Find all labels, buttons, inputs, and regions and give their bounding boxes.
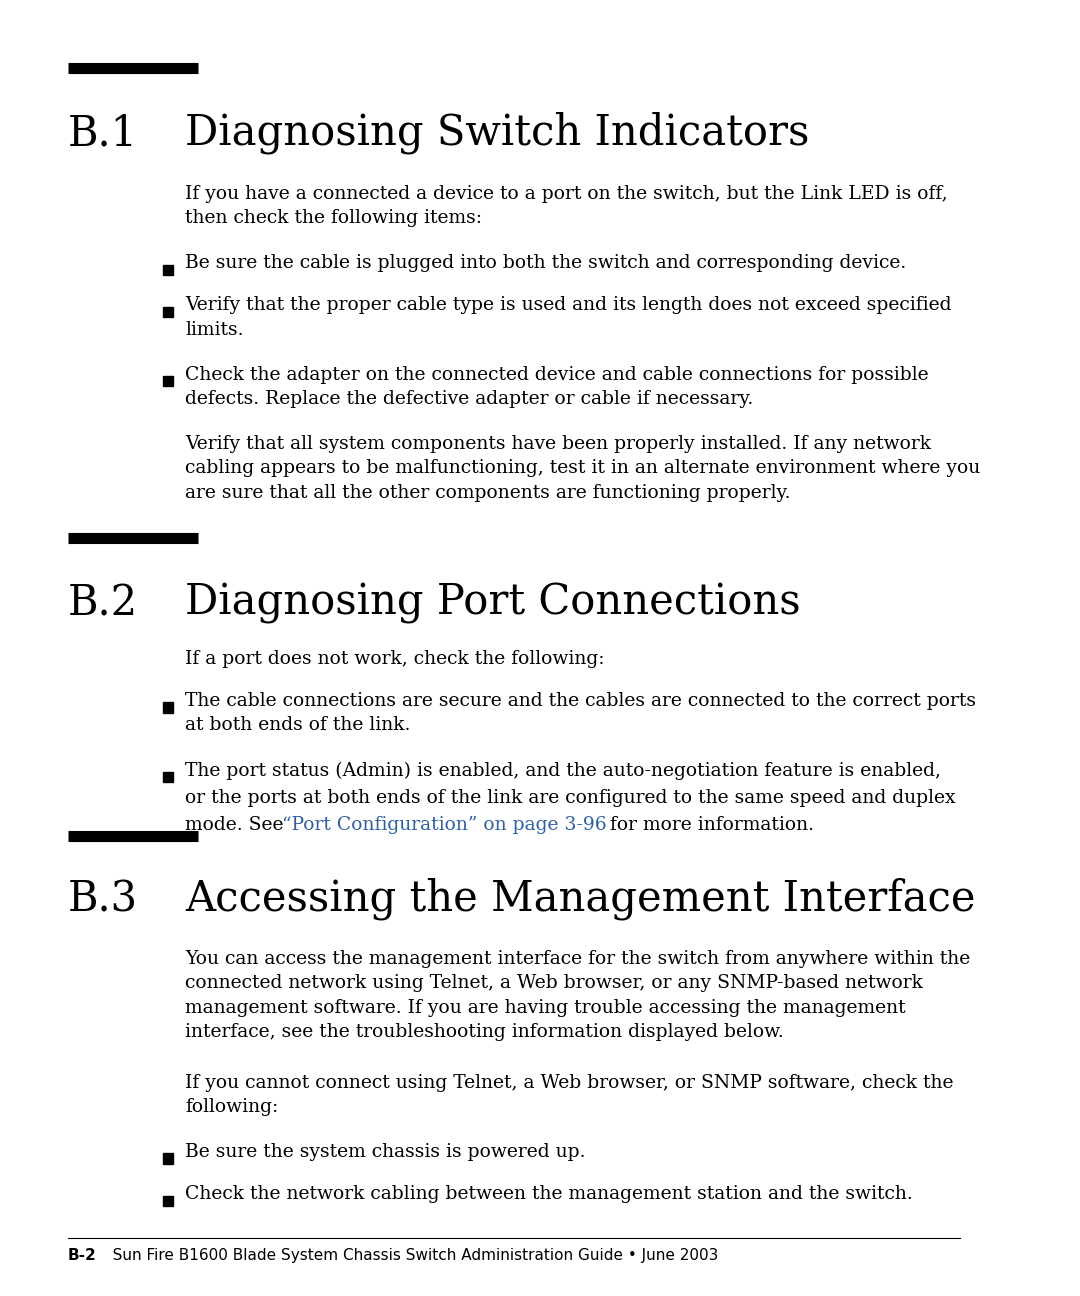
Text: If a port does not work, check the following:: If a port does not work, check the follo…: [185, 651, 605, 667]
Text: for more information.: for more information.: [604, 816, 814, 833]
Text: If you have a connected a device to a port on the switch, but the Link LED is of: If you have a connected a device to a po…: [185, 185, 947, 227]
Bar: [163, 772, 173, 781]
Text: Accessing the Management Interface: Accessing the Management Interface: [185, 877, 975, 920]
Text: Sun Fire B1600 Blade System Chassis Switch Administration Guide • June 2003: Sun Fire B1600 Blade System Chassis Swit…: [98, 1248, 718, 1264]
Text: B.1: B.1: [68, 111, 138, 154]
Text: B-2: B-2: [68, 1248, 97, 1264]
Text: Be sure the system chassis is powered up.: Be sure the system chassis is powered up…: [185, 1143, 585, 1161]
Text: Check the network cabling between the management station and the switch.: Check the network cabling between the ma…: [185, 1185, 913, 1203]
Text: Diagnosing Switch Indicators: Diagnosing Switch Indicators: [185, 111, 809, 154]
Text: Be sure the cable is plugged into both the switch and corresponding device.: Be sure the cable is plugged into both t…: [185, 254, 906, 272]
Text: If you cannot connect using Telnet, a Web browser, or SNMP software, check the
f: If you cannot connect using Telnet, a We…: [185, 1073, 954, 1116]
Text: B.2: B.2: [68, 582, 138, 623]
Bar: [163, 702, 173, 713]
Text: Check the adapter on the connected device and cable connections for possible
def: Check the adapter on the connected devic…: [185, 365, 929, 408]
Text: B.3: B.3: [68, 877, 138, 920]
Text: Diagnosing Port Connections: Diagnosing Port Connections: [185, 582, 800, 623]
Text: Verify that the proper cable type is used and its length does not exceed specifi: Verify that the proper cable type is use…: [185, 297, 951, 338]
Text: The port status (Admin) is enabled, and the auto-negotiation feature is enabled,: The port status (Admin) is enabled, and …: [185, 762, 941, 780]
Text: The cable connections are secure and the cables are connected to the correct por: The cable connections are secure and the…: [185, 692, 976, 735]
Bar: [163, 1153, 173, 1164]
Text: “Port Configuration” on page 3-96: “Port Configuration” on page 3-96: [283, 816, 607, 833]
Text: mode. See: mode. See: [185, 816, 289, 833]
Bar: [163, 376, 173, 386]
Bar: [163, 264, 173, 275]
Bar: [163, 1195, 173, 1205]
Text: or the ports at both ends of the link are configured to the same speed and duple: or the ports at both ends of the link ar…: [185, 789, 956, 806]
Bar: [163, 307, 173, 318]
Text: Verify that all system components have been properly installed. If any network
c: Verify that all system components have b…: [185, 435, 981, 502]
Text: You can access the management interface for the switch from anywhere within the
: You can access the management interface …: [185, 950, 970, 1041]
